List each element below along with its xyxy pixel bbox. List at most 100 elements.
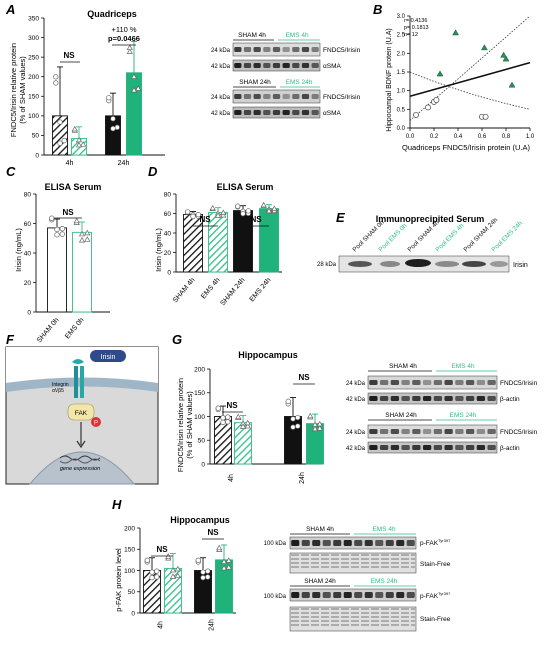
blot-band bbox=[311, 110, 319, 115]
blot-h-kda1: 100 kDa bbox=[264, 541, 287, 547]
ylabel-g-2: (% of SHAM values) bbox=[185, 391, 194, 459]
panel-letter-f: F bbox=[6, 332, 15, 347]
chart-h-point bbox=[205, 574, 211, 580]
schematic-integrin-2: αVβ5 bbox=[52, 388, 64, 394]
blot-band bbox=[412, 445, 421, 450]
chart-b-point-ems bbox=[452, 29, 460, 36]
blot-a-lab3: FNDC5/Irisin bbox=[323, 94, 361, 101]
chart-b-ytick-label: 3.0 bbox=[397, 14, 406, 20]
chart-a-ytick-label: 300 bbox=[28, 35, 39, 42]
schematic-gene: gene expression bbox=[60, 466, 100, 472]
chart-b-point-sham bbox=[433, 97, 440, 103]
chart-d-point bbox=[265, 207, 273, 214]
chart-d-bar bbox=[259, 208, 279, 273]
blot-band bbox=[243, 47, 252, 52]
chart-d-point bbox=[190, 213, 196, 219]
chart-c-bar bbox=[47, 227, 67, 313]
blot-band bbox=[465, 445, 475, 450]
blot-band bbox=[487, 429, 496, 434]
blot-band bbox=[292, 110, 300, 115]
blot-band bbox=[401, 380, 410, 385]
blot-band bbox=[333, 592, 342, 598]
blot-a-lab4: αSMA bbox=[323, 110, 342, 117]
chart-b-xtick-label: 0.4 bbox=[454, 134, 463, 140]
blot-band bbox=[301, 592, 310, 598]
blot-band bbox=[312, 592, 321, 598]
blot-band bbox=[455, 380, 464, 385]
chart-b-xtick-label: 0.2 bbox=[430, 134, 439, 140]
chart-h-point bbox=[154, 568, 160, 574]
blot-band bbox=[433, 445, 443, 450]
chart-g-point bbox=[225, 414, 231, 420]
title-h: Hippocampus bbox=[170, 515, 230, 525]
blot-band bbox=[343, 540, 352, 546]
chart-h-point bbox=[220, 558, 228, 564]
chart-a-point bbox=[61, 137, 67, 144]
chart-c-ytick-label: 40 bbox=[24, 250, 32, 257]
blot-band bbox=[234, 63, 242, 68]
panel-letter-h: H bbox=[112, 497, 122, 512]
blot-g-lab1: FNDC5/Irisin bbox=[500, 380, 538, 387]
chart-d-point bbox=[195, 211, 201, 218]
chart-c-xtick-label: EMS 0h bbox=[64, 317, 85, 341]
blot-band bbox=[282, 94, 290, 99]
blot-band bbox=[369, 429, 378, 434]
chart-g-point bbox=[290, 424, 296, 430]
chart-c-point bbox=[78, 236, 86, 243]
ylabel-d: Irisin (ng/mL) bbox=[154, 228, 163, 272]
blot-g-sham4: SHAM 4h bbox=[389, 363, 417, 370]
blot-band bbox=[422, 396, 432, 401]
blot-a-sham4: SHAM 4h bbox=[238, 32, 266, 39]
blot-h-ems24: EMS 24h bbox=[371, 578, 398, 585]
blot-band bbox=[253, 47, 261, 52]
ylabel-b: Hippocampal BDNF protein (U.A) bbox=[386, 28, 393, 131]
chart-a-point bbox=[126, 44, 133, 50]
chart-d-point bbox=[214, 212, 222, 218]
chart-a-point bbox=[75, 141, 83, 148]
blot-h-lab1: p-FAKTyr397 bbox=[420, 538, 451, 547]
blot-band bbox=[322, 592, 331, 598]
blot-band bbox=[272, 110, 281, 115]
chart-c-ytick-label: 80 bbox=[24, 191, 32, 198]
chart-a-point bbox=[53, 80, 59, 86]
blot-band bbox=[444, 445, 453, 450]
schematic-fak: FAK bbox=[75, 410, 88, 417]
chart-a-ytick-label: 0 bbox=[35, 152, 39, 159]
panel-letter-e: E bbox=[336, 210, 345, 225]
panel-letter-b: B bbox=[373, 2, 382, 17]
ylabel-a: FNDC5/Irisin relative protein bbox=[9, 43, 18, 137]
chart-c-ytick-label: 20 bbox=[24, 280, 32, 287]
chart-c-ytick-label: 0 bbox=[27, 309, 31, 316]
blot-band bbox=[375, 540, 384, 546]
chart-g-point bbox=[285, 398, 291, 404]
chart-d-ytick-label: 20 bbox=[164, 250, 172, 257]
blot-band bbox=[422, 445, 432, 450]
chart-g-bar bbox=[284, 416, 302, 465]
blot-band bbox=[379, 396, 389, 401]
chart-c-xtick-label: SHAM 0h bbox=[36, 317, 61, 345]
chart-h-point bbox=[169, 566, 177, 573]
blot-band bbox=[476, 396, 486, 401]
blot-h-sham4: SHAM 4h bbox=[306, 526, 334, 533]
chart-c-point bbox=[54, 232, 60, 238]
chart-b-ytick-label: 0.0 bbox=[397, 126, 406, 132]
blot-band bbox=[487, 396, 496, 401]
blot-band bbox=[406, 592, 415, 598]
blot-band bbox=[263, 63, 271, 68]
blot-band bbox=[396, 540, 405, 546]
chart-a-ytick-label: 200 bbox=[28, 74, 39, 81]
chart-a-point bbox=[110, 125, 116, 132]
chart-h-point bbox=[225, 557, 232, 563]
chart-b-ci-lower bbox=[409, 71, 531, 110]
chart-a-point bbox=[106, 95, 112, 101]
blot-band bbox=[301, 110, 310, 115]
schematic-f: Irisin Integrin αVβ5 FAK P gene expressi… bbox=[5, 346, 159, 485]
blot-band bbox=[406, 540, 415, 546]
chart-a-ytick-label: 100 bbox=[28, 113, 39, 120]
blot-g-sham24: SHAM 24h bbox=[385, 412, 417, 419]
blot-a-kda4: 42 kDa bbox=[211, 111, 231, 117]
blot-band bbox=[291, 592, 300, 598]
chart-h-point bbox=[205, 568, 211, 574]
blot-band bbox=[343, 592, 352, 598]
